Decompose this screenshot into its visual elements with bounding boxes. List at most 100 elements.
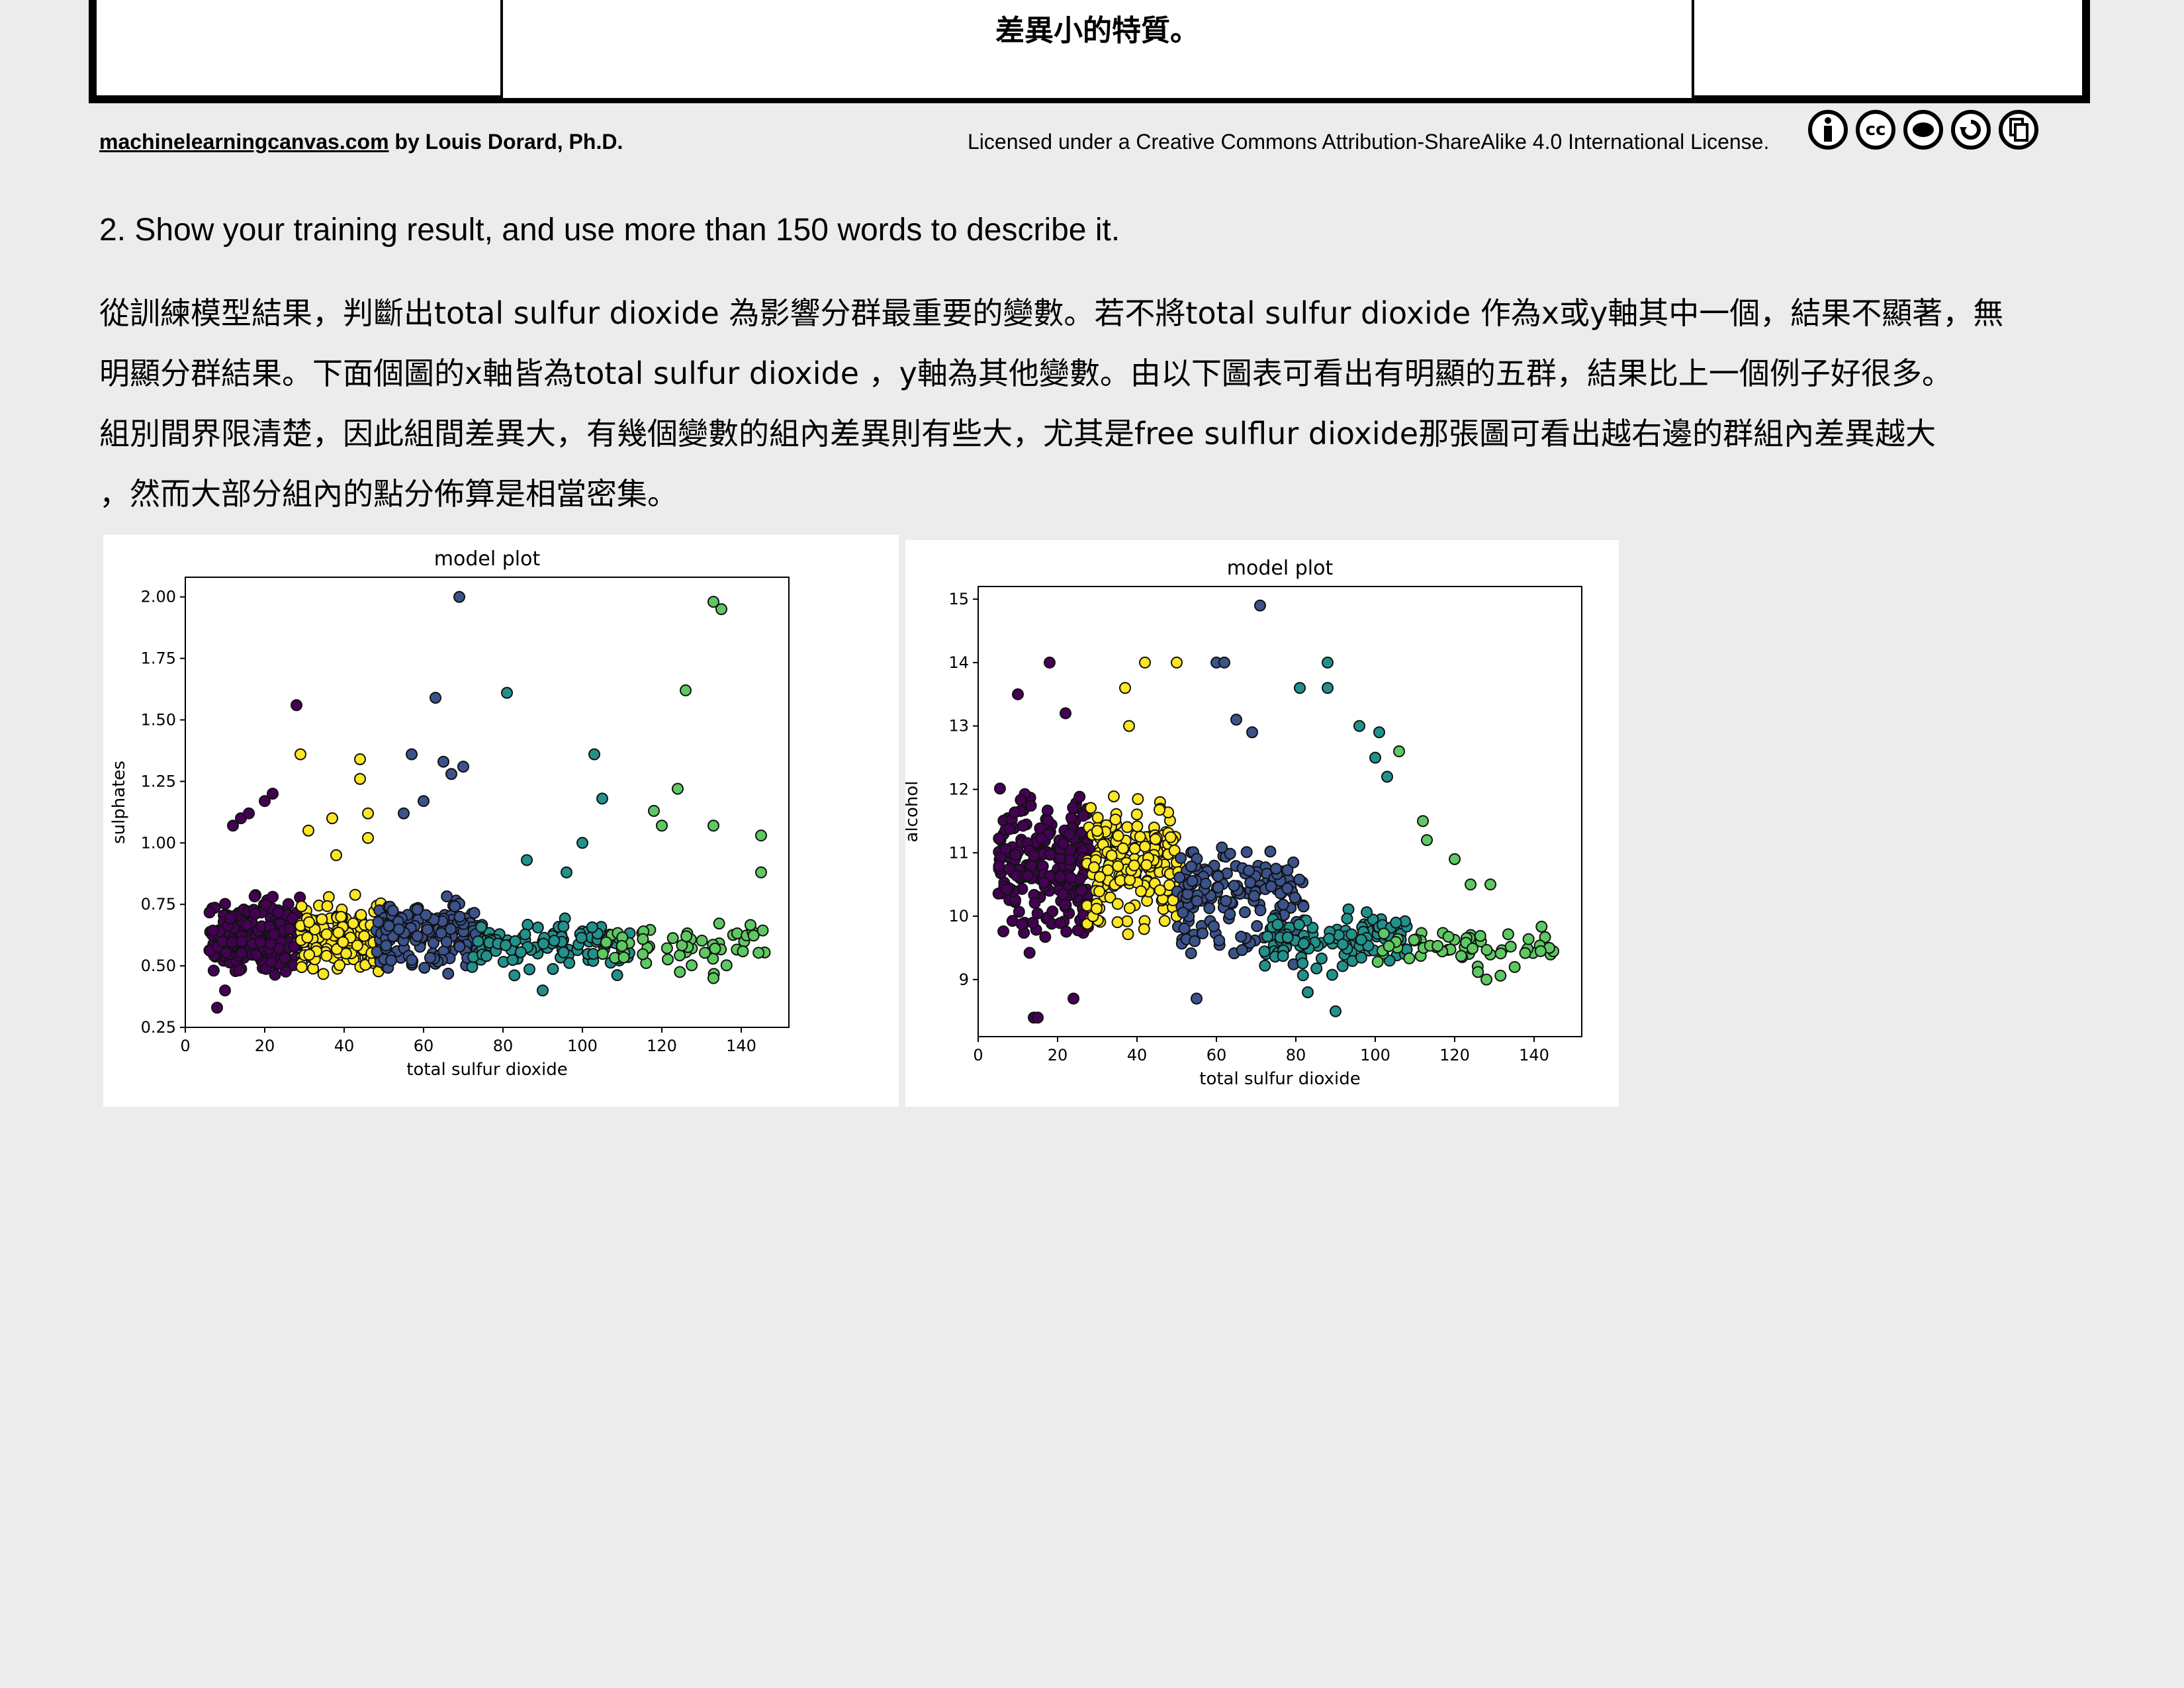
data-point (1534, 945, 1547, 957)
data-point (466, 961, 478, 973)
data-point (637, 948, 649, 961)
data-point (707, 972, 719, 984)
cluster-3-points (596, 596, 771, 984)
data-point (1025, 859, 1038, 872)
data-point (707, 820, 719, 832)
data-point (362, 807, 374, 820)
data-point (508, 969, 521, 982)
data-point (637, 933, 649, 945)
data-point (501, 686, 513, 699)
data-point (755, 866, 767, 878)
data-point (1107, 790, 1120, 803)
data-point (1293, 873, 1306, 886)
data-point (509, 935, 522, 947)
data-point (1028, 896, 1041, 909)
data-point (1091, 902, 1103, 915)
site-link[interactable]: machinelearningcanvas.com (99, 130, 389, 154)
data-point (1164, 831, 1177, 843)
data-point (445, 768, 457, 780)
data-point (1484, 878, 1496, 891)
data-point (1259, 959, 1271, 972)
data-point (302, 824, 314, 837)
data-point (1281, 931, 1294, 944)
data-point (1067, 802, 1079, 814)
data-point (406, 748, 418, 761)
data-point (385, 954, 397, 966)
data-point (680, 684, 692, 696)
data-point (272, 906, 285, 919)
data-point (265, 955, 277, 968)
y-tick-label: 15 (948, 590, 969, 608)
data-point (1522, 933, 1535, 945)
data-point (1012, 688, 1024, 700)
data-point (295, 748, 306, 761)
data-point (1056, 888, 1069, 900)
data-point (295, 900, 308, 913)
cc-icon: cc (1856, 110, 1895, 150)
plot-card-alcohol: 0 20 40 60 80 100 120 140 9 10 11 12 13 14 15 model plo… (905, 540, 1619, 1107)
data-point (1467, 942, 1479, 955)
data-point (219, 898, 232, 910)
data-point (1261, 930, 1274, 943)
footer-credit: machinelearningcanvas.com by Louis Dorar… (99, 130, 623, 154)
y-tick-label: 1.75 (141, 649, 176, 668)
y-tick-label: 1.50 (141, 711, 176, 729)
data-point (1003, 823, 1016, 835)
data-point (1270, 863, 1283, 875)
data-point (449, 900, 461, 913)
data-point (547, 962, 559, 975)
data-point (279, 952, 291, 964)
data-point (563, 957, 576, 969)
data-point (588, 748, 600, 761)
data-point (1191, 992, 1203, 1005)
data-point (1323, 932, 1336, 945)
nc-icon (1903, 110, 1943, 150)
data-point (330, 849, 342, 861)
data-point (1054, 870, 1067, 883)
data-point (320, 928, 333, 941)
data-point (468, 907, 480, 919)
data-point (457, 761, 469, 773)
data-point (521, 854, 533, 867)
data-point (666, 932, 679, 945)
data-point (1258, 945, 1271, 958)
x-tick-label: 80 (493, 1037, 514, 1055)
data-point (993, 782, 1006, 795)
data-point (259, 898, 272, 911)
data-point (358, 930, 371, 943)
data-point (1230, 714, 1242, 726)
x-tick-label: 0 (973, 1046, 983, 1064)
data-point (1208, 920, 1220, 933)
data-point (519, 928, 531, 941)
data-point (1281, 882, 1294, 895)
y-tick-label: 1.00 (141, 833, 176, 852)
x-tick-label: 20 (1048, 1046, 1068, 1064)
data-point (1028, 849, 1040, 862)
data-point (506, 954, 519, 966)
data-point (1494, 969, 1507, 982)
data-point (1383, 940, 1395, 953)
author-text: by Louis Dorard, Ph.D. (388, 130, 623, 154)
data-point (267, 787, 279, 800)
data-point (707, 596, 719, 608)
data-point (1508, 961, 1521, 973)
data-point (283, 923, 296, 935)
data-point (1085, 802, 1097, 814)
data-point (316, 913, 328, 925)
data-point (615, 940, 628, 953)
data-point (1480, 944, 1493, 957)
data-point (259, 795, 271, 808)
plot-card-sulphates: 0 20 40 60 80 100 120 140 0.25 0.50 0.75 1.00 1.25 1.… (103, 535, 899, 1107)
data-point (1432, 939, 1444, 952)
x-tick-label: 60 (1206, 1046, 1227, 1064)
data-point (1390, 916, 1402, 929)
data-point (575, 931, 588, 944)
data-point (1177, 906, 1189, 919)
data-point (997, 925, 1010, 937)
data-point (1140, 859, 1153, 871)
data-point (321, 900, 334, 912)
data-point (1322, 656, 1334, 669)
data-point (1101, 864, 1114, 876)
data-point (1345, 928, 1358, 941)
data-point (999, 843, 1012, 855)
